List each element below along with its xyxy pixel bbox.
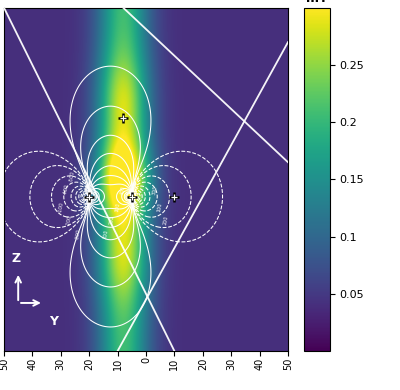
Text: 300: 300 <box>151 184 158 195</box>
Text: 200: 200 <box>109 216 115 226</box>
Text: -200: -200 <box>66 215 73 227</box>
Text: 400: 400 <box>120 184 126 195</box>
Text: -100: -100 <box>57 201 64 213</box>
Text: Y: Y <box>50 315 58 328</box>
Text: 300: 300 <box>103 229 110 239</box>
Text: Z: Z <box>11 252 20 265</box>
Title: mT: mT <box>306 0 328 5</box>
Text: 100: 100 <box>157 202 164 212</box>
Text: 200: 200 <box>163 216 169 226</box>
Text: -500: -500 <box>69 170 76 182</box>
Text: -300: -300 <box>74 229 81 240</box>
Text: -400: -400 <box>63 184 70 196</box>
Text: 100: 100 <box>114 202 121 212</box>
